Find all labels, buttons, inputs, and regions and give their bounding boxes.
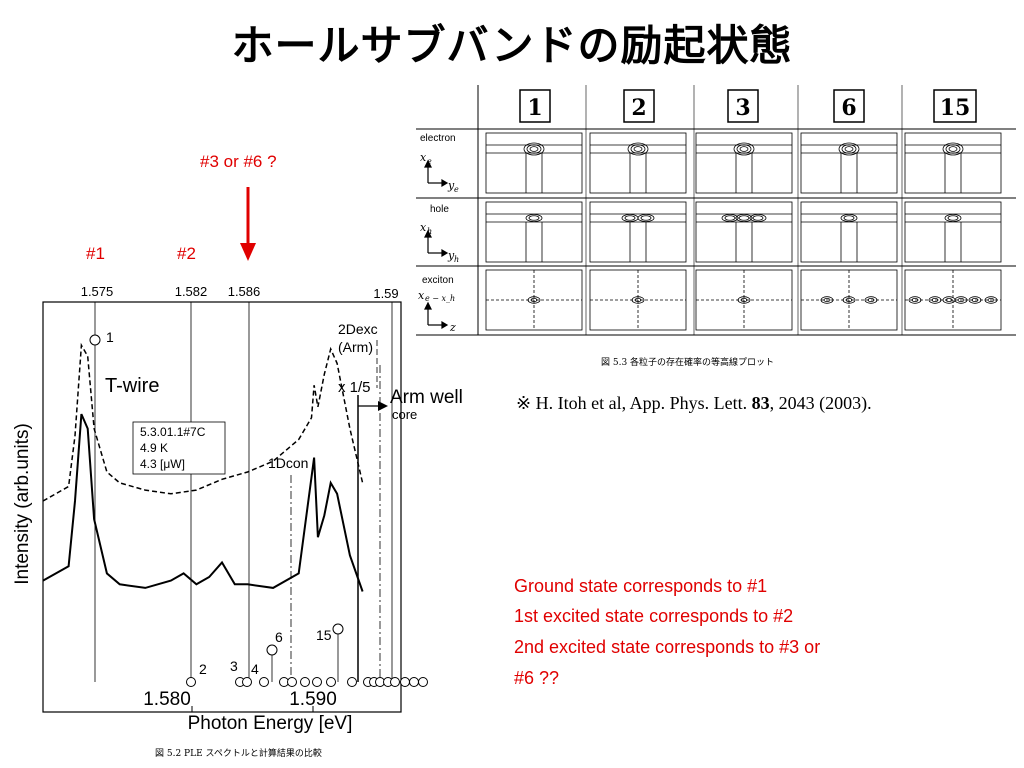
svg-text:e: e xyxy=(427,157,432,166)
dcon-label: 1Dcon xyxy=(268,455,308,471)
contour-cell xyxy=(800,132,898,194)
svg-text:h: h xyxy=(454,255,459,264)
column-label-1: 1 xyxy=(527,95,542,121)
row-axis-h-hole: y xyxy=(447,249,455,262)
contour-cell xyxy=(695,201,793,263)
axis-arrows-icon xyxy=(424,159,449,330)
column-header-3 xyxy=(727,89,759,123)
page-title: ホールサブバンドの励起状態 xyxy=(231,21,793,70)
column-header-1 xyxy=(519,89,551,123)
svg-text:h: h xyxy=(427,227,432,236)
top-tick-1575: 1.575 xyxy=(81,284,114,299)
row-axis-h-electron: y xyxy=(447,179,455,192)
info-line-3: 4.3 [μW] xyxy=(140,457,185,471)
svg-text:e − x_h: e − x_h xyxy=(425,294,455,303)
row-axis-v-electron: x xyxy=(420,151,427,164)
question-label: #3 or #6 ? xyxy=(200,152,277,171)
result-line-4: #6 ?? xyxy=(514,668,560,688)
contour-cell xyxy=(904,201,1002,263)
left-figure-caption: 図 5.2 PLE スペクトルと計算結果の比較 xyxy=(155,747,322,759)
peak-marker-6 xyxy=(266,644,278,656)
peak-marker-1 xyxy=(89,334,101,346)
info-line-2: 4.9 K xyxy=(140,441,168,455)
core-label: core xyxy=(392,407,417,422)
row-axis-h-exciton: z xyxy=(449,321,456,334)
reference-citation: ※ H. Itoh et al, App. Phys. Lett. 83, 20… xyxy=(516,393,872,413)
result-line-2: 1st excited state corresponds to #2 xyxy=(514,606,794,626)
x-tick-1580: 1.580 xyxy=(143,689,191,710)
svg-text:e: e xyxy=(454,185,459,194)
plot-frame xyxy=(42,301,402,713)
contour-cell xyxy=(800,201,898,263)
column-label-15: 15 xyxy=(940,95,971,121)
arm-well-label: Arm well xyxy=(390,387,463,408)
column-header-2 xyxy=(623,89,655,123)
y-axis-label: Intensity (arb.units) xyxy=(12,423,33,585)
reference-mark: ※ xyxy=(516,393,532,413)
peak-number-15: 15 xyxy=(316,627,332,643)
arrow-right-icon xyxy=(378,401,388,411)
peak-number-2: 2 xyxy=(199,661,207,677)
peak-number-4: 4 xyxy=(251,661,259,677)
contour-cell xyxy=(485,132,583,194)
x-axis-label: Photon Energy [eV] xyxy=(188,713,353,734)
x-tick-1590: 1.590 xyxy=(289,689,337,710)
column-header-6 xyxy=(833,89,865,123)
peak-label-1: #1 xyxy=(86,244,105,263)
series-solid xyxy=(42,413,364,592)
peak-number-1: 1 xyxy=(106,329,114,345)
peak-marker-15 xyxy=(332,623,344,635)
column-label-3: 3 xyxy=(735,95,750,121)
arm-label: (Arm) xyxy=(338,339,373,355)
info-box xyxy=(132,421,226,475)
row-label-exciton: exciton xyxy=(422,275,454,286)
column-label-2: 2 xyxy=(631,95,646,121)
contour-cell xyxy=(904,132,1002,194)
contour-cell xyxy=(695,132,793,194)
top-tick-1582: 1.582 xyxy=(175,284,208,299)
dexc-label: 2Dexc xyxy=(338,321,378,337)
peak-label-2: #2 xyxy=(177,244,196,263)
red-arrow-icon xyxy=(240,187,256,261)
result-line-1: Ground state corresponds to #1 xyxy=(514,576,768,596)
contour-cell xyxy=(589,201,687,263)
info-line-1: 5.3.01.1#7C xyxy=(140,425,206,439)
twire-label: T-wire xyxy=(105,375,159,397)
row-label-electron: electron xyxy=(420,133,456,144)
peak-number-6: 6 xyxy=(275,629,283,645)
top-tick-159: 1.59 xyxy=(373,286,398,301)
top-tick-1586: 1.586 xyxy=(228,284,261,299)
row-label-hole: hole xyxy=(430,204,449,215)
contour-cell xyxy=(589,132,687,194)
contour-grid: 1 2 3 6 15 electron x e y e hole x h y h… xyxy=(416,85,1016,368)
scale-label: x 1/5 xyxy=(338,379,371,396)
series-dashed xyxy=(42,342,364,502)
result-line-3: 2nd excited state corresponds to #3 or xyxy=(514,637,821,657)
row-axis-v-exciton: x xyxy=(418,289,425,302)
peak-number-3: 3 xyxy=(230,658,238,674)
right-figure-caption: 図 5.3 各粒子の存在確率の等高線プロット xyxy=(601,356,774,368)
reference-volume: 83 xyxy=(751,393,770,413)
ple-spectrum-chart: 1.575 1.582 1.586 1.59 1 2 3 4 xyxy=(12,284,463,759)
row-axis-v-hole: x xyxy=(420,221,427,234)
column-header-15 xyxy=(933,89,977,123)
contour-cell xyxy=(485,201,583,263)
baseline-markers xyxy=(186,677,428,687)
column-label-6: 6 xyxy=(841,95,856,121)
